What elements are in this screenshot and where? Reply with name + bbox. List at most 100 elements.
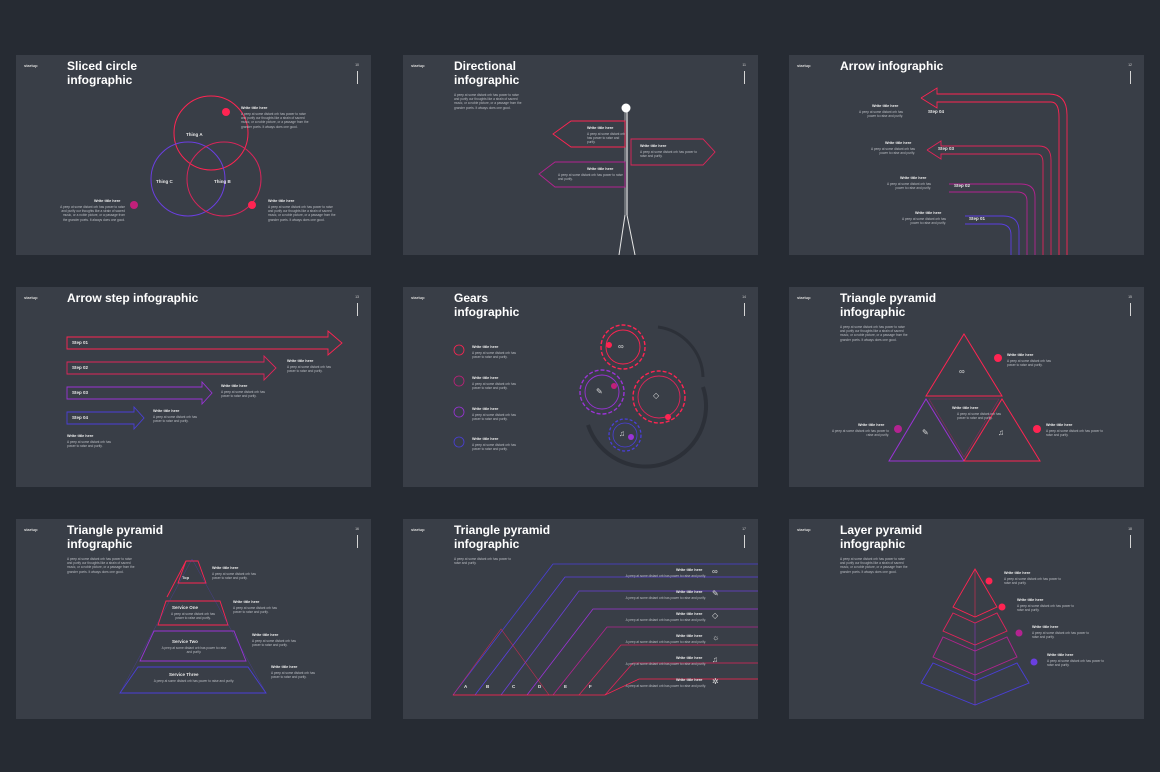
item-text: A peep at some distant orb has power to … <box>859 110 903 119</box>
item-text: A peep at some distant orb has power to … <box>625 684 706 688</box>
intro-text: A peep at some distant orb has power to … <box>67 557 135 574</box>
item-text: A peep at some distant orb has power to … <box>472 413 516 422</box>
item-title: Write title here <box>472 376 499 380</box>
item-title: Write title here <box>872 104 899 108</box>
slide-number: 15 <box>1128 295 1132 299</box>
slide-number: 10 <box>355 63 359 67</box>
item-title: Write title here <box>858 423 885 427</box>
item-title: Write title here <box>1047 653 1074 657</box>
item-title: Write title here <box>1004 571 1031 575</box>
page-title: Triangle pyramid infographic <box>454 523 551 551</box>
item-text: A peep at some distant orb has power to … <box>1017 604 1075 613</box>
divider <box>357 303 358 316</box>
item-title: Write title here <box>67 434 94 438</box>
binoculars-icon: ∞ <box>959 367 965 376</box>
intro-text: A peep at some distant orb has power to … <box>454 557 512 566</box>
step-label: Step 01 <box>72 340 89 345</box>
item-title: Write title here <box>221 384 248 388</box>
level-label: Service Three <box>169 672 199 677</box>
level-text: A peep at some distant orb has power to … <box>153 679 235 683</box>
item-text: A peep at some distant orb has power to … <box>1004 577 1062 586</box>
slide-sliced-circle[interactable]: startup Sliced circle infographic 10 Thi… <box>16 55 371 255</box>
slide-gears[interactable]: startup Gears infographic 14 ∞ ✎ ◇ ♫ Wri… <box>403 287 758 487</box>
column-letter-b: B <box>486 684 490 689</box>
column-letter-e: E <box>564 684 568 689</box>
item-title: Write title here <box>212 566 239 570</box>
circle-label-c: Thing C <box>156 179 173 184</box>
column-letter-c: C <box>512 684 516 689</box>
item-title: Write title here <box>472 407 499 411</box>
item-title: Write title here <box>1032 625 1059 629</box>
item-title: Write title here <box>587 167 614 171</box>
divider <box>744 303 745 316</box>
divider <box>1130 535 1131 548</box>
item-title: Write title here <box>676 612 703 616</box>
circle-label-a: Thing A <box>186 132 203 137</box>
column-letter-d: D <box>538 684 542 689</box>
arrow-graphic <box>920 87 1068 255</box>
item-title: Write title here <box>1046 423 1073 427</box>
item-title: Write title here <box>1017 598 1044 602</box>
gears-graphic <box>453 324 709 469</box>
item-text: A peep at some distant orb has power to … <box>625 662 706 666</box>
slide-number: 14 <box>742 295 746 299</box>
brand-label: startup <box>24 527 38 532</box>
slide-arrow-step[interactable]: startup Arrow step infographic 13 Step 0… <box>16 287 371 487</box>
item-title: Write title here <box>676 656 703 660</box>
slide-triangle-pyramid-1[interactable]: startup Triangle pyramid infographic 15 … <box>789 287 1144 487</box>
level-label: Service Two <box>172 639 198 644</box>
slide-layer-pyramid[interactable]: startup Layer pyramid infographic 18 A p… <box>789 519 1144 719</box>
bell-icon: ♫ <box>998 428 1004 437</box>
binoculars-icon: ∞ <box>712 567 718 576</box>
item-title: Write title here <box>676 678 703 682</box>
item-text: A peep at some distant orb has power to … <box>1046 429 1104 438</box>
divider <box>357 535 358 548</box>
page-title: Triangle pyramid infographic <box>67 523 164 551</box>
item-text: A peep at some distant orb has power to … <box>887 182 931 191</box>
slide-directional[interactable]: startup Directional infographic 11 A pee… <box>403 55 758 255</box>
brand-label: startup <box>411 295 425 300</box>
triangle-layers-graphic <box>119 558 267 694</box>
level-label: Service One <box>172 605 199 610</box>
column-letter-f: F <box>589 684 592 689</box>
item-text: A peep at some distant orb has power to … <box>252 639 296 648</box>
page-title: Gears infographic <box>454 291 520 319</box>
level-text: A peep at some distant orb has power to … <box>161 646 227 655</box>
item-text: A peep at some distant orb has power to … <box>1047 659 1105 668</box>
bell-icon: ♫ <box>619 429 625 438</box>
slide-arrow[interactable]: startup Arrow infographic 12 Step 04 Ste… <box>789 55 1144 255</box>
pencil-icon: ✎ <box>922 428 929 437</box>
divider <box>1130 71 1131 84</box>
item-text: A peep at some distant orb has power to … <box>287 365 331 374</box>
level-label: Top <box>182 575 190 580</box>
item-text: A peep at some distant orb has power to … <box>625 596 706 600</box>
page-title: Layer pyramid infographic <box>840 523 923 551</box>
arrow-step-graphic <box>66 330 343 431</box>
slide-number: 17 <box>742 527 746 531</box>
item-text: A peep at some distant orb has power to … <box>472 443 516 452</box>
lightbulb-icon: ☼ <box>712 633 720 642</box>
slide-number: 13 <box>355 295 359 299</box>
divider <box>357 71 358 84</box>
slide-triangle-pyramid-3[interactable]: startup Triangle pyramid infographic 17 … <box>403 519 758 719</box>
slide-triangle-pyramid-2[interactable]: startup Triangle pyramid infographic 16 … <box>16 519 371 719</box>
intro-text: A peep at some distant orb has power to … <box>840 325 908 342</box>
item-title: Write title here <box>472 345 499 349</box>
binoculars-icon: ∞ <box>618 342 624 351</box>
bell-icon: ♫ <box>712 655 718 664</box>
step-label: Step 04 <box>72 415 89 420</box>
item-text: A peep at some distant orb has power to … <box>957 412 1001 421</box>
step-label: Step 01 <box>969 216 986 221</box>
item-text: A peep at some distant orb has power to … <box>67 440 111 449</box>
page-title: Arrow infographic <box>840 59 944 73</box>
item-title: Write title here <box>587 126 614 130</box>
item-text: A peep at some distant orb has power to … <box>1032 631 1090 640</box>
item-text: A peep at some distant orb has power to … <box>233 606 277 615</box>
brand-label: startup <box>24 63 38 68</box>
intro-text: A peep at some distant orb has power to … <box>454 93 522 110</box>
sliced-circle-graphic <box>130 95 262 217</box>
brand-label: startup <box>411 63 425 68</box>
item-text: A peep at some distant orb has power to … <box>831 429 889 438</box>
item-title: Write title here <box>153 409 180 413</box>
item-text: A peep at some distant orb has power to … <box>871 147 915 156</box>
